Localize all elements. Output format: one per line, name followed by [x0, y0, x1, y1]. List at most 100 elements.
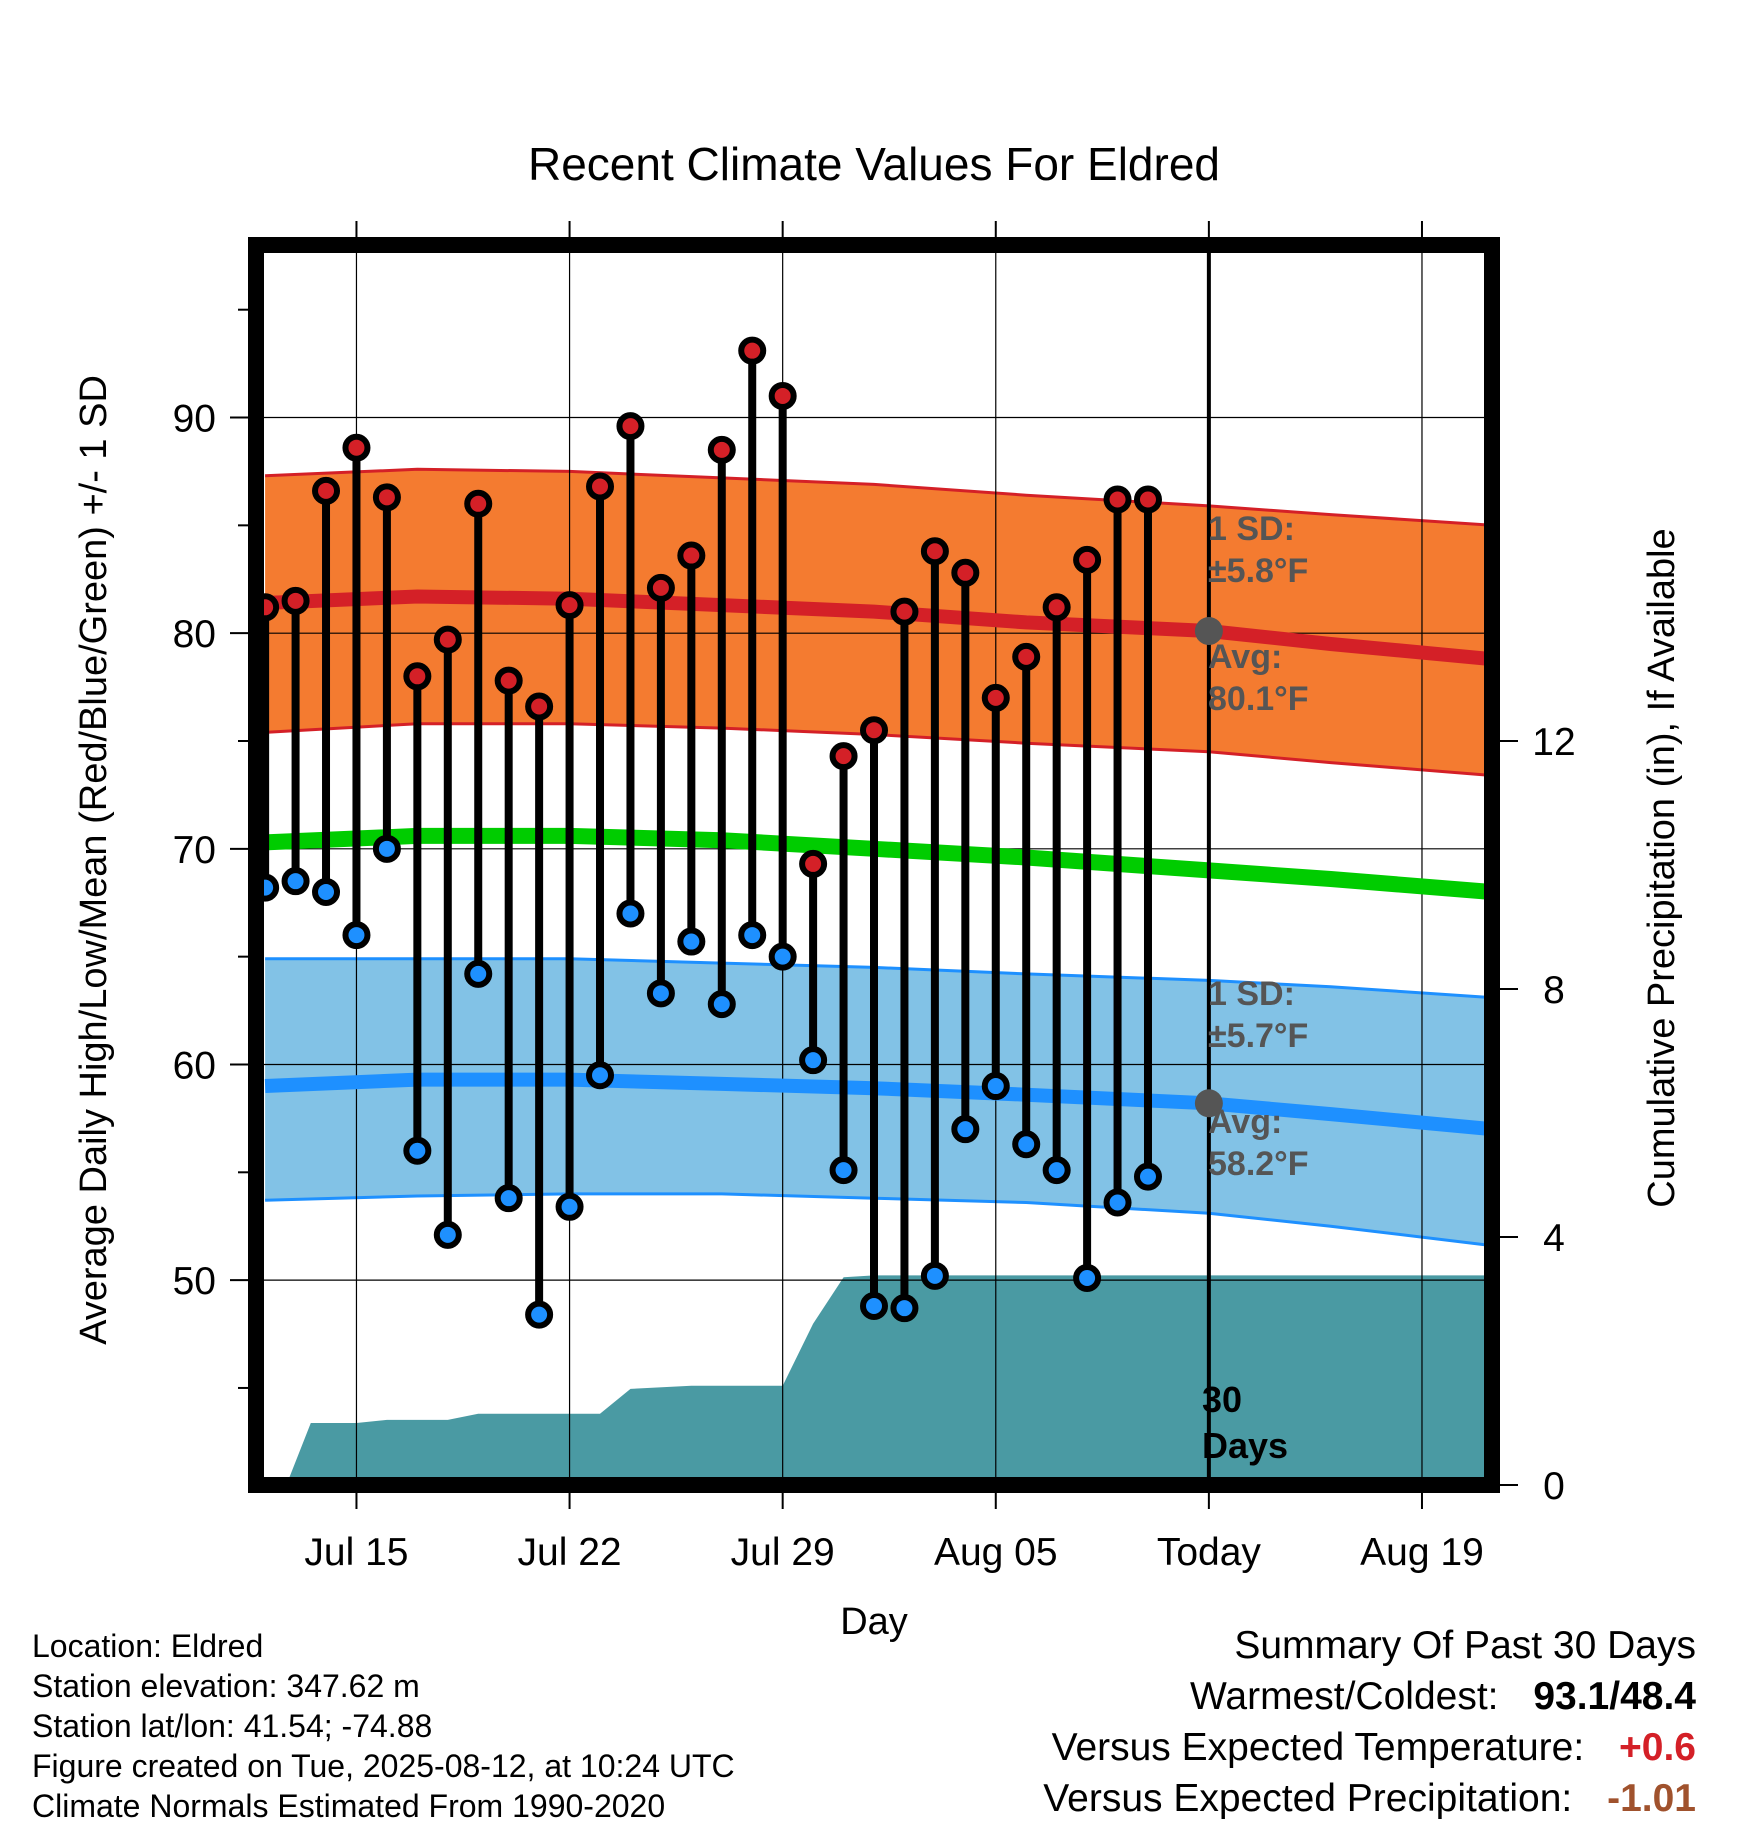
daily-low-point	[1133, 1162, 1162, 1191]
plot-frame	[248, 237, 1500, 1493]
annotations: 1 SD: ±5.8°F Avg: 80.1°F 1 SD: ±5.7°F Av…	[1202, 510, 1309, 1466]
created-text: Figure created on Tue, 2025-08-12, at 10…	[32, 1748, 735, 1784]
daily-low-point	[1042, 1156, 1071, 1185]
daily-low-point	[281, 867, 310, 896]
low-sd-value: ±5.7°F	[1208, 1017, 1308, 1055]
daily-high-point	[372, 483, 401, 512]
daily-high-point	[860, 716, 888, 745]
y-tick-label: 80	[173, 613, 216, 656]
normals-text: Climate Normals Estimated From 1990-2020	[32, 1788, 666, 1824]
days-word: Days	[1202, 1425, 1288, 1466]
daily-high-point	[312, 476, 341, 505]
daily-high-point	[433, 625, 462, 654]
low-avg-label: Avg:	[1208, 1103, 1282, 1141]
high-normal-line	[264, 589, 1492, 667]
coldest-value: 48.4	[1620, 1675, 1696, 1718]
daily-low-point	[616, 899, 645, 928]
daily-high-point	[494, 666, 523, 695]
daily-low-point	[768, 942, 797, 971]
data-marks	[251, 336, 1223, 1329]
today-avg-high-marker	[1194, 617, 1223, 646]
daily-high-point	[738, 336, 767, 365]
daily-high-point	[920, 537, 949, 566]
low-sd-label: 1 SD:	[1208, 975, 1295, 1013]
daily-low-point	[464, 959, 493, 988]
y2-tick-label: 12	[1532, 721, 1575, 764]
y-tick-label: 60	[173, 1044, 216, 1087]
daily-low-point	[312, 877, 341, 906]
warmest-value: 93.1	[1533, 1675, 1610, 1718]
daily-low-point	[1073, 1263, 1102, 1292]
daily-high-point	[951, 558, 980, 587]
y2-tick-label: 4	[1543, 1217, 1565, 1260]
axes: Jul 15 Jul 22 Jul 29 Aug 05 Today Aug 19 50 60 7…	[173, 221, 1576, 1574]
high-avg-value: 80.1°F	[1208, 680, 1309, 718]
daily-low-point	[677, 927, 706, 956]
x-tick-label: Aug 19	[1360, 1531, 1484, 1574]
daily-high-point	[1133, 485, 1162, 514]
daily-high-point	[768, 381, 797, 410]
summary-panel: Summary Of Past 30 Days Warmest/Coldest:…	[1043, 1620, 1696, 1824]
daily-high-point	[1073, 545, 1102, 574]
daily-low-point	[707, 990, 736, 1019]
y-tick-label: 70	[173, 829, 216, 872]
daily-low-point	[403, 1136, 432, 1165]
daily-low-point	[981, 1072, 1010, 1101]
days-count: 30	[1202, 1379, 1242, 1420]
daily-low-point	[646, 979, 675, 1008]
x-tick-label: Aug 05	[934, 1531, 1058, 1574]
daily-low-point	[525, 1300, 554, 1329]
summary-heading: Summary Of Past 30 Days	[1234, 1624, 1696, 1667]
separator: /	[1609, 1675, 1621, 1718]
daily-low-point	[890, 1294, 919, 1323]
daily-high-point	[677, 541, 706, 570]
daily-low-point	[920, 1261, 949, 1290]
daily-high-point	[342, 433, 371, 462]
daily-high-point	[890, 597, 919, 626]
daily-low-point	[738, 921, 767, 950]
daily-low-point	[555, 1192, 584, 1221]
precip-departure-label: Versus Expected Precipitation:	[1043, 1777, 1573, 1820]
precip-area	[265, 1275, 1492, 1485]
location-text: Location: Eldred	[32, 1628, 264, 1664]
daily-high-point	[1042, 593, 1071, 622]
temp-departure-row: Versus Expected Temperature: +0.6	[1043, 1722, 1696, 1773]
warmest-coldest-value: 93.1/48.4	[1533, 1671, 1696, 1722]
daily-high-point	[403, 662, 432, 691]
daily-high-point	[707, 435, 736, 464]
precip-departure-value: -1.01	[1607, 1777, 1696, 1820]
y-tick-label: 50	[173, 1260, 216, 1303]
x-tick-label: Jul 22	[518, 1531, 622, 1574]
x-tick-label: Today	[1157, 1531, 1262, 1574]
warmest-coldest-label: Warmest/Coldest:	[1190, 1675, 1499, 1718]
x-axis-label: Day	[840, 1601, 908, 1643]
y2-tick-label: 0	[1543, 1465, 1565, 1508]
chart-title: Recent Climate Values For Eldred	[528, 138, 1220, 190]
high-sd-upper-edge	[265, 467, 1492, 527]
daily-high-point	[281, 586, 310, 615]
daily-high-point	[586, 472, 615, 501]
y2-tick-label: 8	[1543, 969, 1565, 1012]
daily-high-point	[799, 849, 828, 878]
daily-low-point	[342, 921, 371, 950]
daily-low-point	[433, 1220, 462, 1249]
station-info: Location: Eldred Station elevation: 347.…	[32, 1626, 735, 1826]
x-tick-label: Jul 15	[304, 1531, 408, 1574]
daily-low-point	[1012, 1130, 1041, 1159]
y-tick-label: 90	[173, 398, 216, 441]
daily-high-point	[1012, 642, 1041, 671]
daily-high-point	[616, 412, 645, 441]
temp-departure-label: Versus Expected Temperature:	[1051, 1726, 1585, 1769]
today-avg-low-marker	[1194, 1089, 1223, 1118]
daily-low-point	[586, 1061, 615, 1090]
daily-low-point	[372, 834, 401, 863]
low-avg-value: 58.2°F	[1208, 1145, 1309, 1183]
daily-high-point	[981, 683, 1010, 712]
x-tick-label: Jul 29	[731, 1531, 835, 1574]
daily-high-point	[464, 489, 493, 518]
daily-high-point	[1103, 485, 1132, 514]
daily-low-point	[951, 1115, 980, 1144]
high-avg-label: Avg:	[1208, 638, 1282, 676]
elevation-text: Station elevation: 347.62 m	[32, 1668, 420, 1704]
